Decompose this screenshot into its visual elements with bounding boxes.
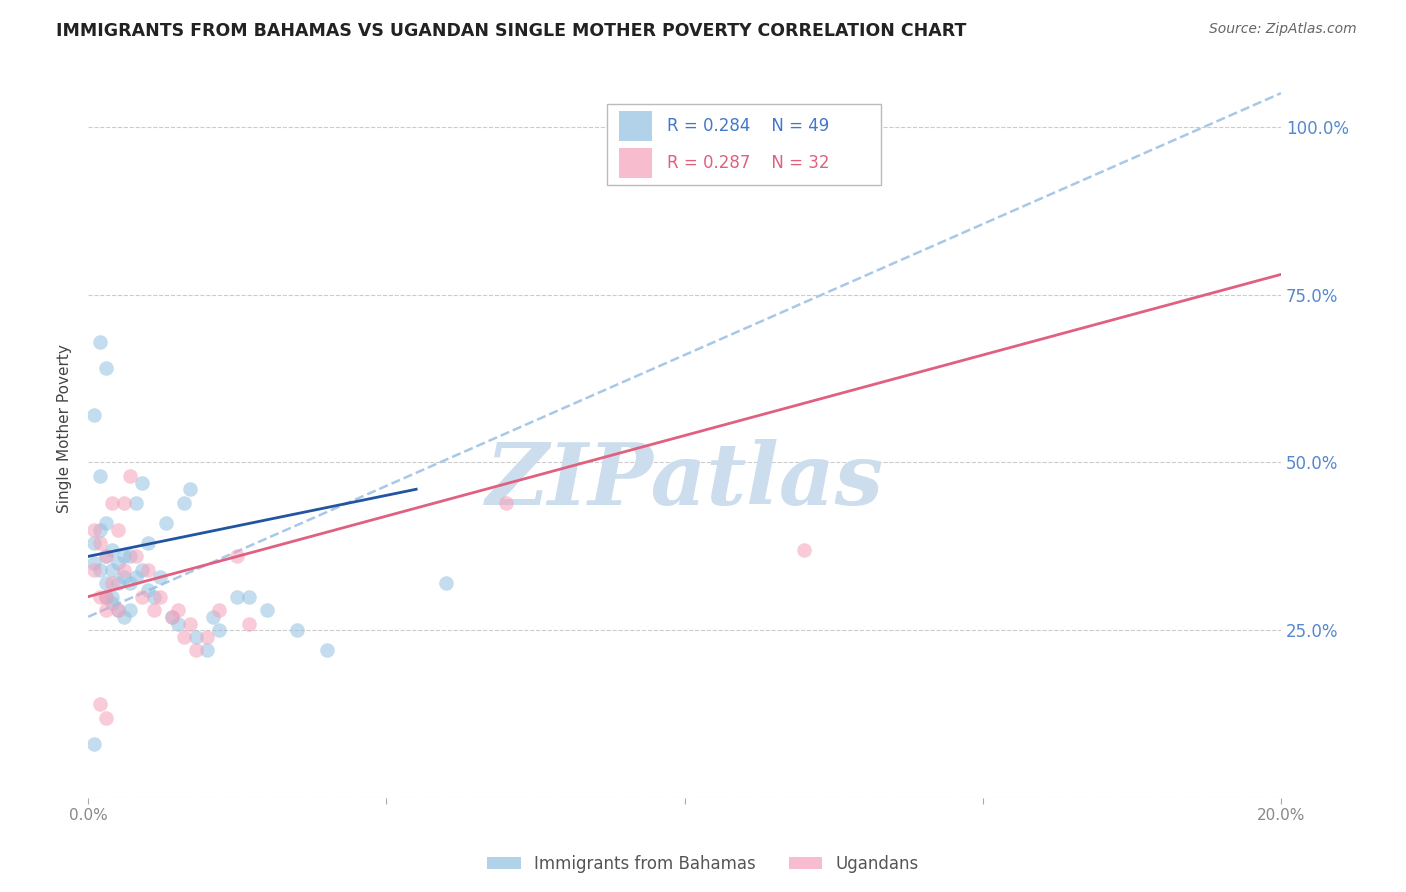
Y-axis label: Single Mother Poverty: Single Mother Poverty [58, 344, 72, 513]
Point [89, 536, 111, 550]
Point [226, 549, 249, 564]
Legend: Immigrants from Bahamas, Ugandans: Immigrants from Bahamas, Ugandans [481, 848, 925, 880]
Point [112, 549, 135, 564]
Point [94, 590, 117, 604]
Point [160, 609, 183, 624]
Point [179, 482, 201, 496]
Point [101, 563, 124, 577]
Point [173, 496, 195, 510]
Point [94, 361, 117, 376]
Point [226, 590, 249, 604]
Point [83, 563, 105, 577]
Point [155, 516, 177, 530]
Point [285, 624, 308, 638]
Point [112, 569, 135, 583]
Point [94, 576, 117, 591]
Point [94, 516, 117, 530]
Point [166, 616, 188, 631]
Point [107, 603, 129, 617]
Point [142, 590, 165, 604]
Point [118, 468, 141, 483]
FancyBboxPatch shape [607, 103, 882, 186]
Point [101, 542, 124, 557]
Point [149, 590, 172, 604]
Point [112, 563, 135, 577]
Point [83, 523, 105, 537]
Point [208, 603, 231, 617]
Point [101, 496, 124, 510]
Point [179, 616, 201, 631]
Point [197, 643, 219, 657]
Point [256, 603, 278, 617]
Point [101, 590, 124, 604]
Point [107, 576, 129, 591]
Point [94, 590, 117, 604]
Text: IMMIGRANTS FROM BAHAMAS VS UGANDAN SINGLE MOTHER POVERTY CORRELATION CHART: IMMIGRANTS FROM BAHAMAS VS UGANDAN SINGL… [56, 22, 966, 40]
Point [131, 590, 153, 604]
Point [166, 603, 188, 617]
Point [94, 549, 117, 564]
Point [94, 549, 117, 564]
Point [495, 496, 517, 510]
Point [434, 576, 457, 591]
Point [184, 643, 207, 657]
FancyBboxPatch shape [619, 148, 652, 178]
Point [89, 334, 111, 349]
Point [118, 603, 141, 617]
Point [89, 697, 111, 711]
Point [89, 523, 111, 537]
Point [101, 576, 124, 591]
Point [107, 603, 129, 617]
Point [315, 643, 337, 657]
Point [160, 609, 183, 624]
Point [136, 582, 159, 597]
Point [83, 556, 105, 570]
Point [131, 563, 153, 577]
Point [131, 475, 153, 490]
Point [89, 468, 111, 483]
Point [94, 603, 117, 617]
Point [83, 409, 105, 423]
Point [136, 563, 159, 577]
Point [125, 549, 148, 564]
Point [107, 556, 129, 570]
Point [149, 569, 172, 583]
Point [112, 609, 135, 624]
Point [118, 576, 141, 591]
Point [89, 563, 111, 577]
Point [101, 596, 124, 610]
Point [125, 496, 148, 510]
Text: ZIPatlas: ZIPatlas [485, 439, 883, 523]
Point [107, 523, 129, 537]
Point [142, 603, 165, 617]
Point [118, 549, 141, 564]
Point [238, 590, 260, 604]
FancyBboxPatch shape [619, 112, 652, 141]
Point [238, 616, 260, 631]
Point [94, 710, 117, 724]
Point [202, 609, 225, 624]
Point [83, 737, 105, 751]
Text: Source: ZipAtlas.com: Source: ZipAtlas.com [1209, 22, 1357, 37]
Point [173, 630, 195, 644]
Point [112, 496, 135, 510]
Point [136, 536, 159, 550]
Point [89, 590, 111, 604]
Point [184, 630, 207, 644]
Point [83, 536, 105, 550]
Point [208, 624, 231, 638]
Text: R = 0.284    N = 49: R = 0.284 N = 49 [666, 117, 830, 135]
Point [125, 569, 148, 583]
Point [197, 630, 219, 644]
Point [793, 542, 815, 557]
Text: R = 0.287    N = 32: R = 0.287 N = 32 [666, 154, 830, 172]
